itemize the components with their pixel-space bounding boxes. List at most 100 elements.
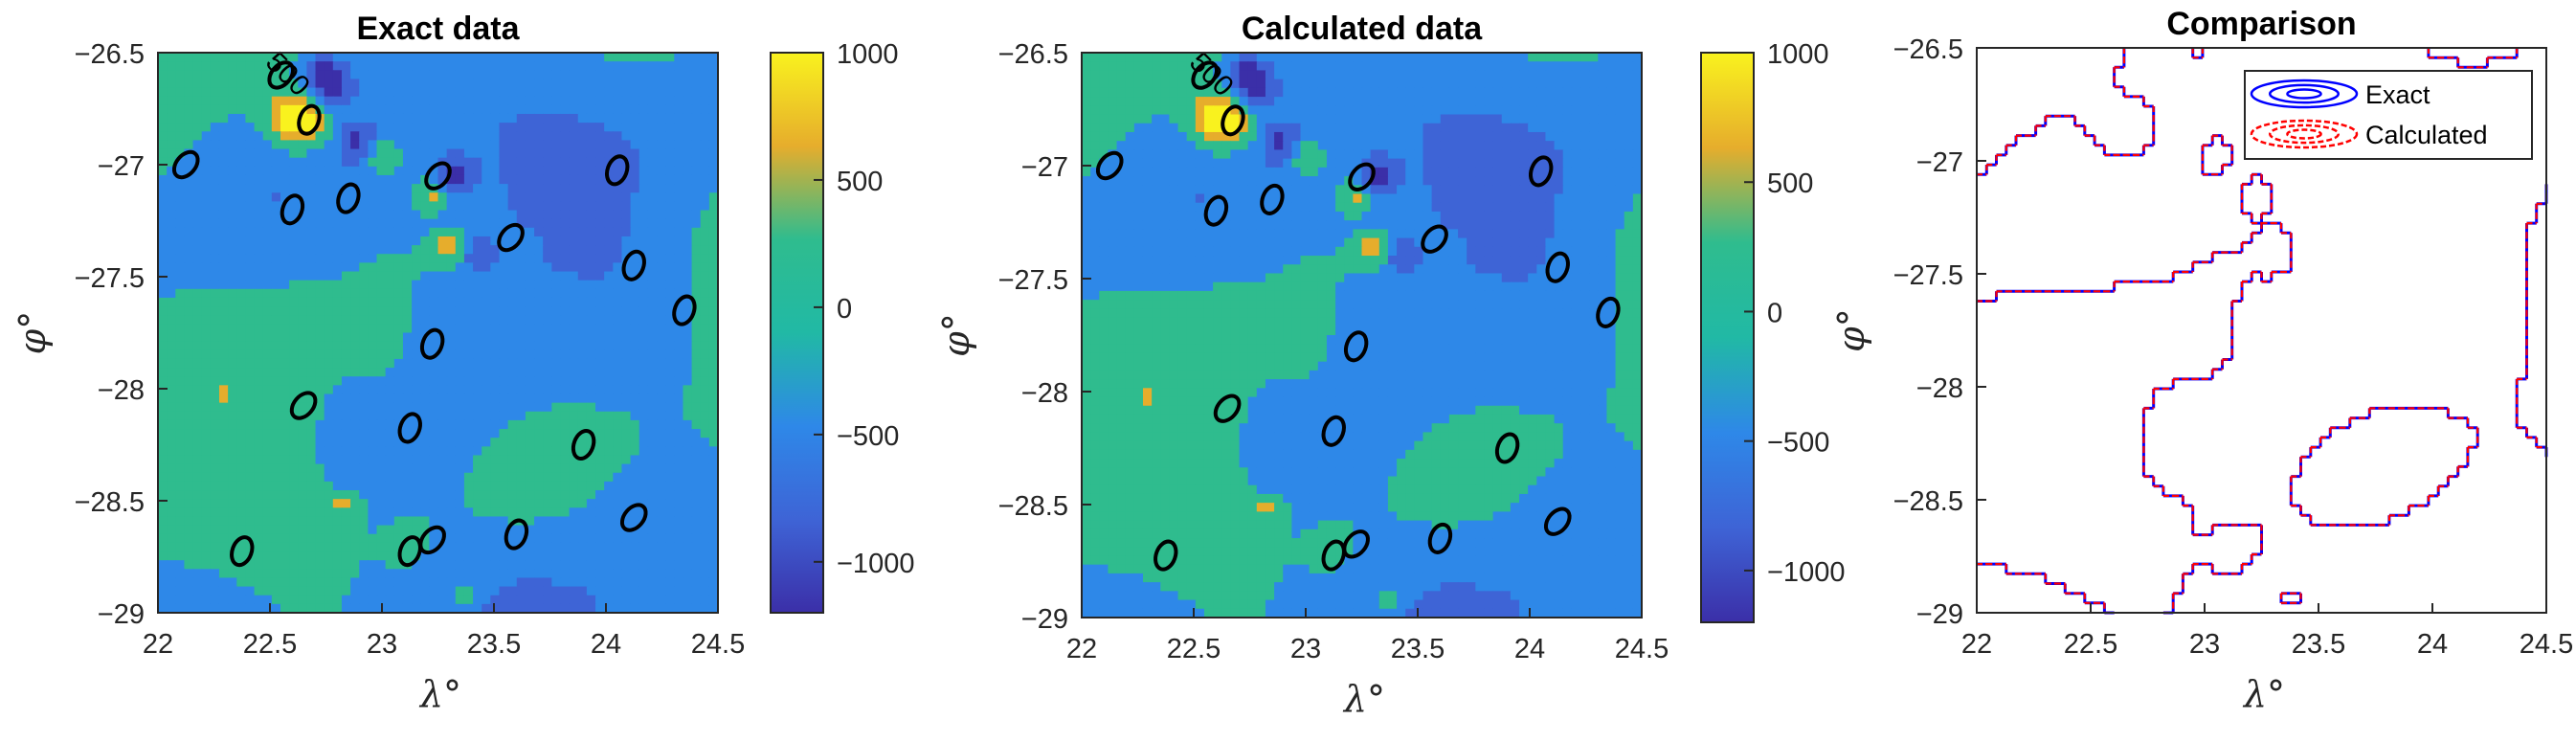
contour-cell	[560, 123, 571, 132]
contour-cell	[236, 254, 247, 263]
contour-cell	[271, 481, 281, 491]
contour-cell	[630, 288, 640, 299]
contour-cell	[359, 332, 369, 343]
contour-cell	[708, 174, 719, 185]
contour-cell	[1090, 61, 1100, 72]
contour-cell	[700, 542, 710, 552]
contour-cell	[228, 131, 237, 142]
contour-cell	[262, 481, 273, 491]
contour-cell	[1615, 114, 1625, 124]
contour-cell	[446, 577, 457, 588]
contour-cell	[158, 192, 168, 202]
contour-cell	[306, 446, 317, 457]
contour-cell	[315, 288, 325, 299]
contour-cell	[306, 174, 317, 185]
contour-cell	[1510, 114, 1520, 124]
contour-cell	[350, 402, 360, 413]
contour-cell	[586, 393, 596, 404]
contour-cell	[184, 490, 194, 500]
contour-cell	[1414, 141, 1424, 151]
contour-cell	[192, 586, 203, 596]
contour-cell	[201, 349, 212, 360]
contour-cell	[412, 271, 421, 281]
contour-cell	[1353, 158, 1363, 169]
contour-cell	[218, 472, 229, 483]
contour-cell	[350, 507, 360, 518]
contour-cell	[437, 297, 448, 307]
contour-cell	[262, 411, 273, 421]
contour-cell	[630, 507, 640, 518]
contour-cell	[473, 306, 482, 316]
contour-cell	[1099, 105, 1109, 116]
contour-cell	[429, 79, 439, 89]
contour-cell	[324, 341, 334, 351]
contour-cell	[228, 385, 237, 395]
contour-cell	[586, 507, 596, 518]
contour-cell	[490, 533, 501, 544]
contour-cell	[350, 376, 360, 386]
contour-cell	[1099, 70, 1109, 80]
contour-cell	[1370, 97, 1380, 106]
contour-cell	[1169, 141, 1179, 151]
contour-cell	[158, 254, 168, 263]
contour-cell	[289, 87, 299, 98]
contour-cell	[429, 227, 439, 237]
contour-cell	[499, 315, 509, 325]
contour-cell	[1326, 70, 1336, 80]
contour-cell	[499, 376, 509, 386]
contour-cell	[1387, 79, 1398, 89]
contour-cell	[551, 70, 562, 80]
contour-cell	[1378, 158, 1389, 169]
contour-cell	[271, 262, 281, 273]
contour-cell	[271, 533, 281, 544]
contour-cell	[201, 507, 212, 518]
contour-cell	[1501, 79, 1512, 89]
contour-cell	[534, 358, 544, 369]
contour-cell	[482, 254, 491, 263]
contour-cell	[1378, 105, 1389, 116]
contour-cell	[393, 262, 404, 273]
contour-cell	[499, 455, 509, 465]
contour-cell	[412, 507, 421, 518]
contour-cell	[1606, 70, 1617, 80]
contour-cell	[560, 586, 571, 596]
contour-cell	[463, 297, 474, 307]
contour-cell	[175, 218, 186, 229]
contour-cell	[184, 53, 194, 62]
contour-cell	[525, 402, 535, 413]
contour-cell	[1598, 70, 1608, 80]
contour-cell	[324, 402, 334, 413]
contour-cell	[647, 499, 658, 508]
contour-cell	[158, 236, 168, 246]
contour-cell	[630, 385, 640, 395]
contour-cell	[1099, 53, 1109, 62]
contour-cell	[306, 104, 317, 115]
contour-cell	[683, 569, 693, 579]
contour-cell	[280, 569, 290, 579]
contour-cell	[708, 490, 719, 500]
contour-cell	[158, 262, 168, 273]
contour-cell	[271, 455, 281, 465]
contour-cell	[1082, 79, 1091, 89]
contour-cell	[280, 245, 290, 255]
contour-cell	[412, 166, 421, 176]
contour-cell	[455, 577, 465, 588]
contour-cell	[1589, 114, 1599, 124]
contour-cell	[429, 70, 439, 80]
contour-cell	[236, 192, 247, 202]
contour-cell	[1291, 87, 1302, 98]
contour-cell	[534, 376, 544, 386]
contour-cell	[1125, 97, 1135, 106]
contour-cell	[359, 288, 369, 299]
contour-cell	[534, 280, 544, 290]
contour-cell	[708, 70, 719, 80]
contour-cell	[332, 429, 343, 438]
contour-cell	[1203, 167, 1214, 177]
contour-cell	[455, 429, 465, 438]
contour-cell	[167, 507, 176, 518]
contour-cell	[376, 104, 387, 115]
contour-cell	[638, 603, 649, 614]
contour-cell	[657, 254, 666, 263]
contour-cell	[551, 166, 562, 176]
contour-cell	[638, 174, 649, 185]
